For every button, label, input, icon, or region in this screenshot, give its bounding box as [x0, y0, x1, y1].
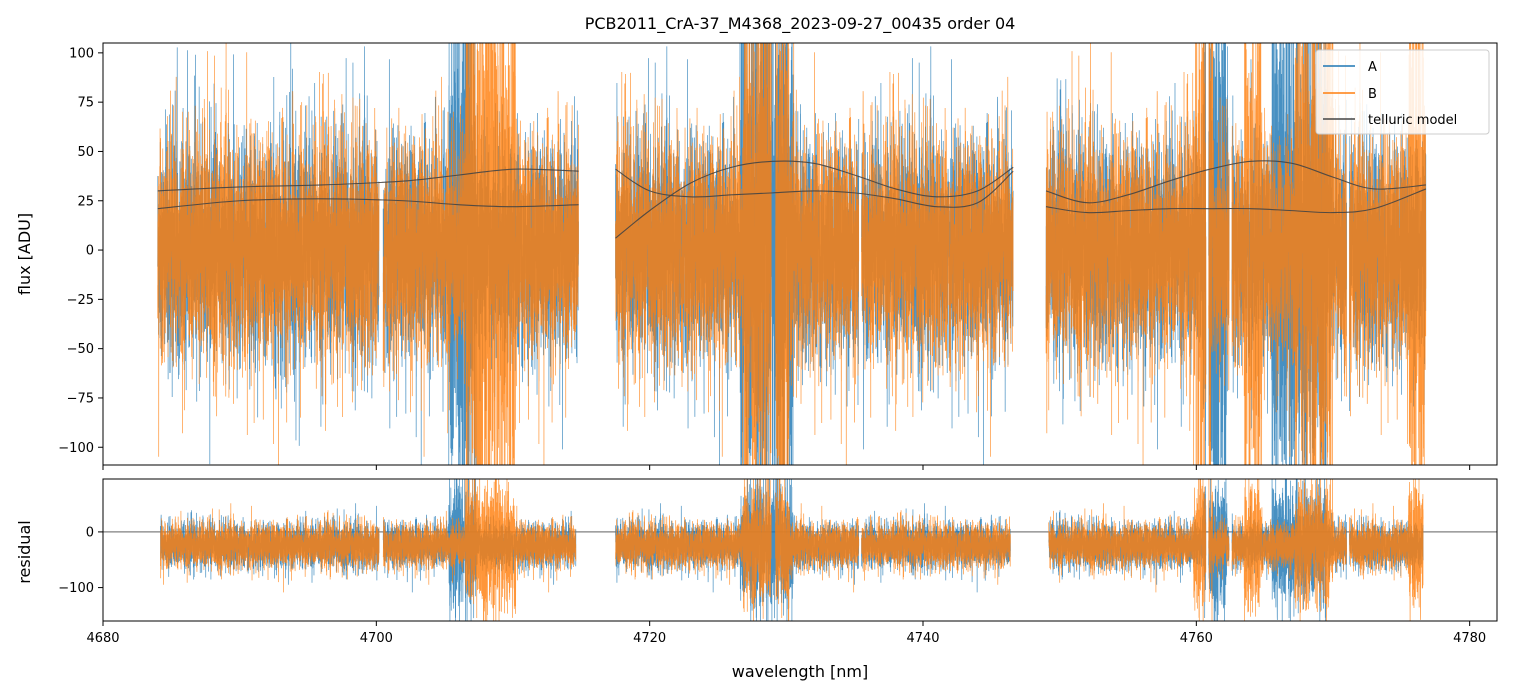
- series-b-segment-2: [615, 43, 1014, 465]
- x-tick-label: 4780: [1453, 631, 1486, 646]
- main-panel: −100 −75 −50 −25 0 25 50 75 100 flux [ADU] A B t…: [15, 42, 1498, 470]
- legend-box: [1315, 49, 1490, 135]
- legend-label-a: A: [1368, 60, 1377, 75]
- main-y-tick-label: 50: [77, 145, 94, 160]
- main-y-tick-label: −25: [67, 293, 94, 308]
- residual-y-tick-label: 0: [86, 525, 94, 540]
- telluric-model-curve-4: [615, 168, 1014, 208]
- telluric-model-curve-6: [1045, 188, 1427, 214]
- main-y-tick-label: 25: [77, 194, 94, 209]
- main-axes-frame: [102, 42, 1498, 466]
- main-y-tick-label: 75: [77, 96, 94, 111]
- main-y-axis-label: flux [ADU]: [15, 213, 34, 295]
- main-y-tick-label: −75: [67, 391, 94, 406]
- main-ticks: −100 −75 −50 −25 0 25 50 75 100: [58, 46, 1471, 470]
- residual-panel: −100 0 4680 4700 4720 4740 4760 4780 residual w…: [15, 478, 1498, 681]
- x-tick-label: 4720: [633, 631, 666, 646]
- residual-axes-frame: [102, 478, 1498, 622]
- x-tick-label: 4700: [360, 631, 393, 646]
- telluric-model-curve-2: [157, 198, 579, 210]
- residual-b-segment-2: [615, 479, 1011, 621]
- residual-y-tick-label: −100: [58, 581, 94, 596]
- x-tick-label: 4740: [906, 631, 939, 646]
- residual-ticks: −100 0 4680 4700 4720 4740 4760 4780: [58, 525, 1486, 646]
- chart-title: PCB2011_CrA-37_M4368_2023-09-27_00435 or…: [585, 14, 1016, 34]
- main-y-tick-label: −50: [67, 342, 94, 357]
- series-b-segment-1: [157, 43, 579, 465]
- residual-y-axis-label: residual: [15, 520, 34, 583]
- legend-label-b: B: [1368, 87, 1377, 102]
- main-y-tick-label: 0: [86, 244, 94, 259]
- main-y-tick-label: −100: [58, 441, 94, 456]
- residual-b-segment-1: [160, 479, 577, 621]
- residual-b-segment-3: [1048, 479, 1424, 621]
- legend-label-telluric: telluric model: [1368, 113, 1457, 128]
- telluric-model-curve-5: [1045, 160, 1426, 204]
- x-tick-label: 4680: [86, 631, 119, 646]
- residual-data-layer: [103, 479, 1497, 621]
- main-data-layer: [157, 43, 1427, 465]
- telluric-model-curve-3: [615, 160, 1014, 239]
- main-y-tick-label: 100: [69, 46, 94, 61]
- series-b-segment-3: [1045, 43, 1427, 465]
- legend: A B telluric model: [1315, 49, 1490, 135]
- x-axis-label: wavelength [nm]: [732, 662, 869, 681]
- telluric-model-curve-1: [157, 168, 579, 192]
- x-tick-label: 4760: [1180, 631, 1213, 646]
